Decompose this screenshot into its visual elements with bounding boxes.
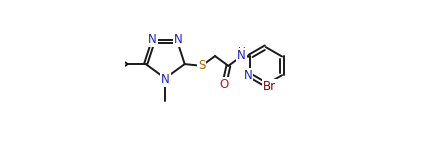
Text: N: N [237, 49, 246, 62]
Text: N: N [148, 33, 157, 46]
Text: H: H [238, 47, 246, 57]
Text: N: N [244, 69, 253, 82]
Text: N: N [174, 33, 182, 46]
Text: N: N [161, 73, 170, 86]
Text: O: O [220, 78, 229, 91]
Text: Br: Br [263, 79, 276, 92]
Text: S: S [198, 59, 205, 72]
